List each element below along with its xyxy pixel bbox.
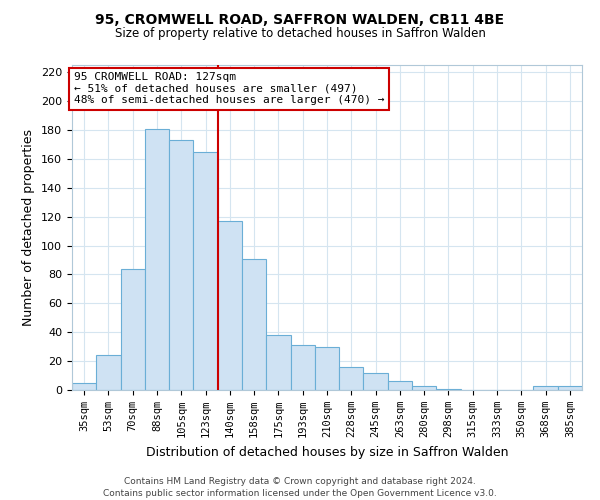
Bar (121, 268, 145, 390)
Bar (266, 335, 290, 390)
Bar (533, 386, 558, 390)
Bar (145, 128, 169, 390)
Bar (388, 382, 412, 390)
Bar (218, 221, 242, 390)
X-axis label: Distribution of detached houses by size in Saffron Walden: Distribution of detached houses by size … (146, 446, 508, 458)
Bar (169, 140, 193, 390)
Text: Contains HM Land Registry data © Crown copyright and database right 2024.: Contains HM Land Registry data © Crown c… (124, 478, 476, 486)
Bar (436, 388, 461, 390)
Text: 95, CROMWELL ROAD, SAFFRON WALDEN, CB11 4BE: 95, CROMWELL ROAD, SAFFRON WALDEN, CB11 … (95, 12, 505, 26)
Bar (412, 386, 436, 390)
Text: Size of property relative to detached houses in Saffron Walden: Size of property relative to detached ho… (115, 28, 485, 40)
Text: Contains public sector information licensed under the Open Government Licence v3: Contains public sector information licen… (103, 489, 497, 498)
Text: 95 CROMWELL ROAD: 127sqm
← 51% of detached houses are smaller (497)
48% of semi-: 95 CROMWELL ROAD: 127sqm ← 51% of detach… (74, 72, 385, 106)
Bar (72, 383, 96, 390)
Bar (242, 258, 266, 390)
Bar (364, 372, 388, 390)
Bar (558, 386, 582, 390)
Bar (96, 356, 121, 390)
Bar (290, 345, 315, 390)
Bar (339, 367, 364, 390)
Bar (193, 152, 218, 390)
Y-axis label: Number of detached properties: Number of detached properties (22, 129, 35, 326)
Bar (315, 346, 339, 390)
